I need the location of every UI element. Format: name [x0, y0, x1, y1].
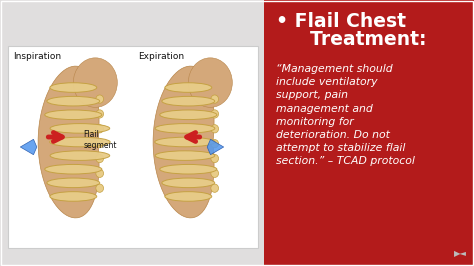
- Text: Flail
segment: Flail segment: [83, 130, 117, 150]
- Ellipse shape: [155, 137, 215, 147]
- Ellipse shape: [47, 178, 100, 188]
- Ellipse shape: [211, 184, 219, 192]
- Ellipse shape: [211, 95, 219, 103]
- Ellipse shape: [162, 178, 215, 188]
- Polygon shape: [153, 66, 214, 218]
- Ellipse shape: [160, 164, 217, 174]
- Ellipse shape: [211, 125, 219, 133]
- Ellipse shape: [96, 169, 103, 177]
- Ellipse shape: [188, 58, 232, 107]
- Ellipse shape: [50, 124, 109, 133]
- Ellipse shape: [211, 169, 219, 177]
- Ellipse shape: [96, 125, 103, 133]
- Ellipse shape: [47, 96, 100, 106]
- Ellipse shape: [50, 137, 110, 147]
- Ellipse shape: [73, 58, 117, 107]
- Ellipse shape: [211, 140, 219, 148]
- Ellipse shape: [211, 154, 219, 163]
- Ellipse shape: [155, 124, 215, 133]
- Ellipse shape: [211, 110, 219, 118]
- Ellipse shape: [50, 192, 97, 201]
- Text: Treatment:: Treatment:: [284, 30, 427, 49]
- Text: ▶◄: ▶◄: [454, 249, 466, 258]
- Ellipse shape: [165, 83, 212, 92]
- Ellipse shape: [45, 110, 102, 119]
- Ellipse shape: [155, 151, 215, 160]
- Text: • Flail Chest: • Flail Chest: [276, 12, 406, 31]
- Ellipse shape: [96, 110, 103, 118]
- Ellipse shape: [50, 83, 97, 92]
- Ellipse shape: [96, 140, 103, 148]
- Ellipse shape: [45, 164, 102, 174]
- Ellipse shape: [162, 96, 215, 106]
- Ellipse shape: [96, 95, 103, 103]
- Bar: [264, 0, 474, 266]
- Ellipse shape: [96, 184, 103, 192]
- Ellipse shape: [50, 151, 109, 160]
- Ellipse shape: [160, 110, 217, 119]
- Text: “Management should
include ventilatory
support, pain
management and
monitoring f: “Management should include ventilatory s…: [276, 64, 415, 167]
- Bar: [0, 0, 264, 266]
- Polygon shape: [207, 139, 224, 155]
- Ellipse shape: [165, 192, 212, 201]
- Ellipse shape: [96, 154, 103, 163]
- Bar: [8, 46, 258, 248]
- Polygon shape: [20, 139, 37, 155]
- Polygon shape: [38, 66, 99, 218]
- Text: Expiration: Expiration: [138, 52, 184, 61]
- Text: Inspiration: Inspiration: [13, 52, 61, 61]
